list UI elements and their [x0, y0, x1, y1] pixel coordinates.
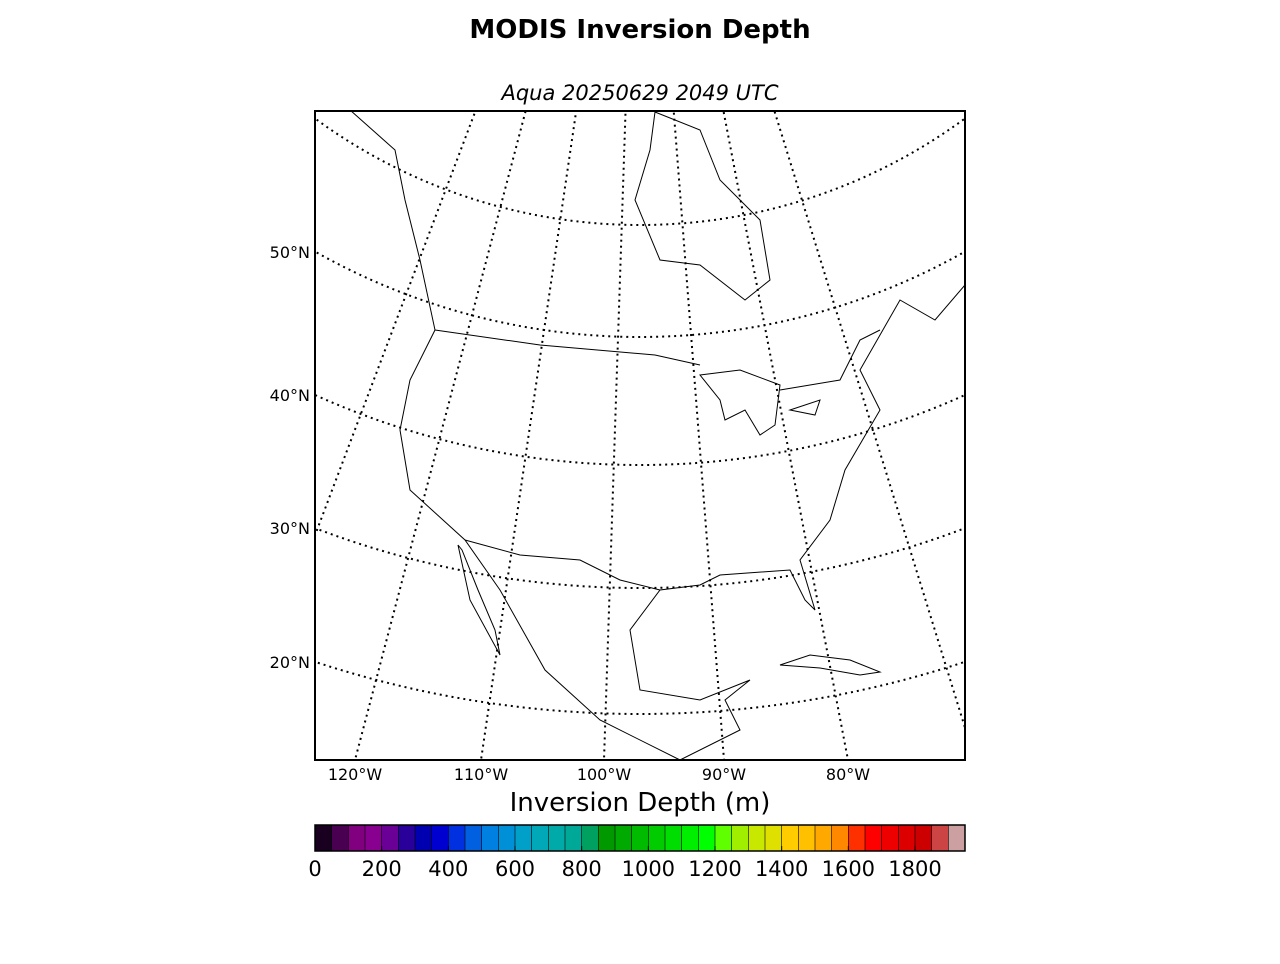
lon-label: 80°W	[826, 765, 870, 784]
meridian	[602, 111, 627, 760]
colorbar-segment	[448, 825, 466, 851]
colorbar-segment	[465, 825, 483, 851]
colorbar-segment	[648, 825, 666, 851]
colorbar: 0 200 400 600 800 1000 1200 1400 1600 1800	[308, 824, 966, 881]
colorbar-tick-label: 600	[495, 857, 535, 881]
colorbar-segment	[931, 825, 949, 851]
meridian	[315, 111, 477, 539]
lat-label: 40°N	[270, 386, 310, 405]
colorbar-segment	[331, 825, 349, 851]
lat-label: 50°N	[270, 243, 310, 262]
meridian	[672, 111, 726, 760]
hudson-bay	[634, 111, 771, 301]
colorbar-segment	[398, 825, 416, 851]
colorbar-segment	[515, 825, 533, 851]
lon-label: 90°W	[702, 765, 746, 784]
lon-label: 120°W	[328, 765, 383, 784]
colorbar-segment	[431, 825, 449, 851]
colorbar-segment	[315, 825, 333, 851]
colorbar-segment	[831, 825, 849, 851]
meridian	[722, 111, 850, 760]
coastline	[350, 111, 965, 760]
lon-label: 110°W	[454, 765, 509, 784]
colorbar-segment	[548, 825, 566, 851]
parallel	[315, 660, 965, 715]
colorbar-segment	[898, 825, 916, 851]
title: MODIS Inversion Depth	[469, 15, 810, 45]
colorbar-segment	[615, 825, 633, 851]
baja	[457, 544, 501, 656]
colorbar-segment	[681, 825, 699, 851]
lon-labels: 120°W 110°W 100°W 90°W 80°W	[328, 765, 870, 784]
lon-label: 100°W	[577, 765, 632, 784]
colorbar-segment	[798, 825, 816, 851]
colorbar-segment	[598, 825, 616, 851]
colorbar-segment	[481, 825, 499, 851]
border	[434, 329, 881, 391]
colorbar-segment	[631, 825, 649, 851]
meridian	[353, 111, 527, 760]
colorbar-segment	[381, 825, 399, 851]
colorbar-segment	[365, 825, 383, 851]
colorbar-segment	[915, 825, 933, 851]
colorbar-segment	[698, 825, 716, 851]
colorbar-tick-label: 1000	[622, 857, 675, 881]
great-lakes	[699, 369, 821, 436]
cuba	[779, 654, 882, 676]
colorbar-segment	[415, 825, 433, 851]
subtitle: Aqua 20250629 2049 UTC	[499, 81, 778, 105]
us-mexico-border	[464, 539, 661, 591]
colorbar-frame	[314, 824, 966, 852]
colorbar-label: Inversion Depth (m)	[510, 788, 771, 818]
lat-labels: 50°N 40°N 30°N 20°N	[270, 243, 310, 672]
lat-label: 30°N	[270, 519, 310, 538]
colorbar-segment	[748, 825, 766, 851]
colorbar-segment	[665, 825, 683, 851]
colorbar-tick-label: 400	[428, 857, 468, 881]
colorbar-segment	[948, 825, 966, 851]
parallel	[315, 393, 965, 466]
colorbar-segment	[565, 825, 583, 851]
colorbar-segment	[348, 825, 366, 851]
colorbar-tick-label: 200	[362, 857, 402, 881]
colorbar-tick-label: 0	[308, 857, 321, 881]
colorbar-tick-label: 1400	[755, 857, 808, 881]
colorbar-segment	[848, 825, 866, 851]
parallel	[315, 250, 965, 338]
colorbar-segment	[715, 825, 733, 851]
colorbar-segment	[865, 825, 883, 851]
colorbar-tick-label: 1200	[688, 857, 741, 881]
colorbar-segment	[765, 825, 783, 851]
lat-label: 20°N	[270, 653, 310, 672]
colorbar-tick-label: 800	[562, 857, 602, 881]
colorbar-tick-label: 1800	[888, 857, 941, 881]
map-frame	[314, 110, 966, 761]
colorbar-segment	[531, 825, 549, 851]
colorbar-segment	[815, 825, 833, 851]
colorbar-segment	[581, 825, 599, 851]
colorbar-segment	[731, 825, 749, 851]
colorbar-segment	[498, 825, 516, 851]
colorbar-segment	[881, 825, 899, 851]
colorbar-tick-label: 1600	[822, 857, 875, 881]
colorbar-segment	[781, 825, 799, 851]
